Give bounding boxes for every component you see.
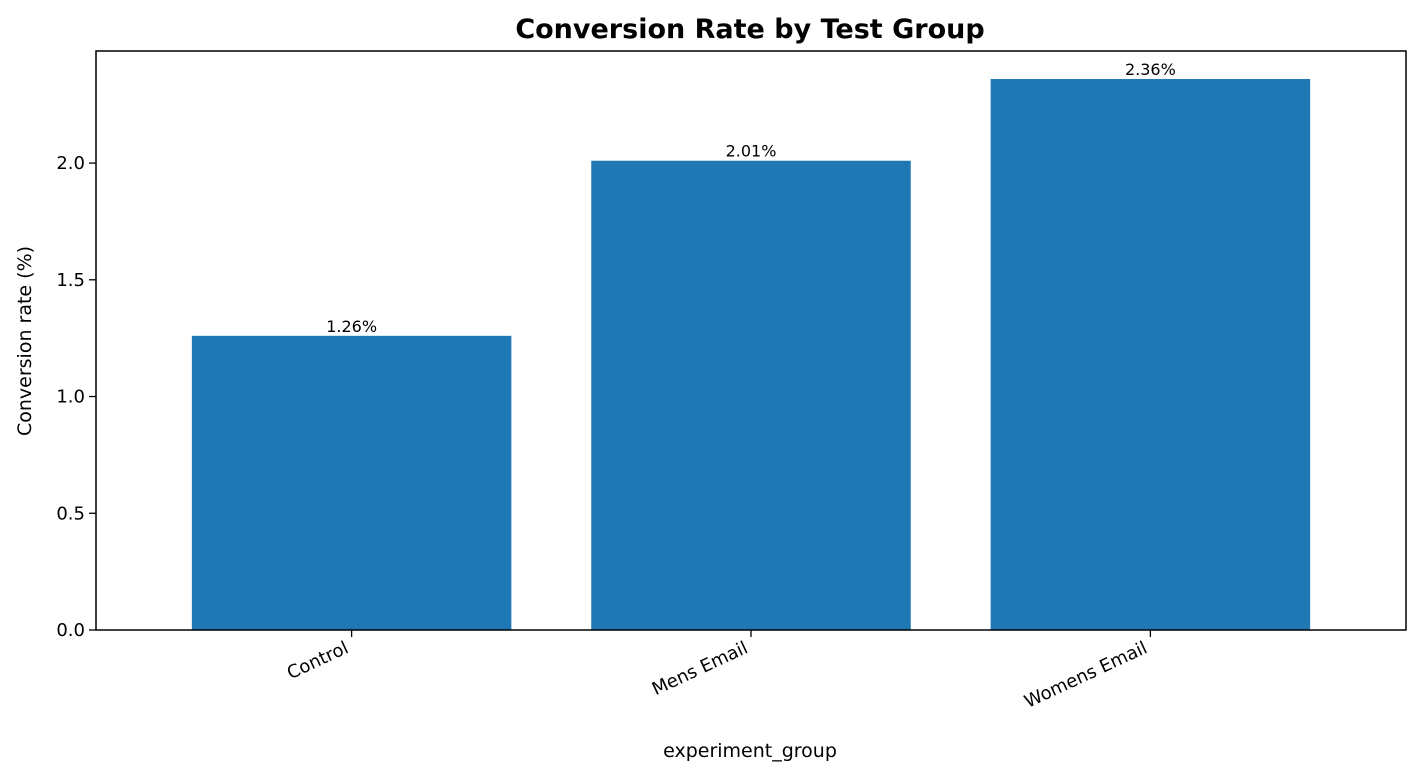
plot-frame [95,50,1407,631]
y-tick-label-3: 1.0 [56,387,85,408]
data-label-3: 2.36% [1125,60,1176,79]
data-label-1: 1.26% [326,317,377,336]
x-tick-label-1: Control [284,637,352,684]
data-label-2: 2.01% [726,142,777,161]
x-axis-title: experiment_group [663,740,837,762]
y-tick-label-1: 0.0 [56,620,85,641]
chart-title: Conversion Rate by Test Group [515,14,984,45]
x-tick-label-2: Mens Email [649,637,751,700]
bar-3 [990,79,1311,631]
bar-2 [591,160,911,630]
x-tick-label-3: Womens Email [1021,637,1150,712]
bars-group [191,79,1311,631]
y-tick-label-2: 0.5 [56,503,85,524]
bar-1 [191,335,512,630]
y-tick-label-4: 1.5 [56,270,85,291]
y-axis-title: Conversion rate (%) [14,246,36,436]
y-tick-label-5: 2.0 [56,153,85,174]
x-axis: Control Mens Email Womens Email [284,630,1152,713]
data-labels-group: 1.26% 2.01% 2.36% [326,60,1176,336]
y-axis: 0.0 0.5 1.0 1.5 2.0 [56,153,96,641]
